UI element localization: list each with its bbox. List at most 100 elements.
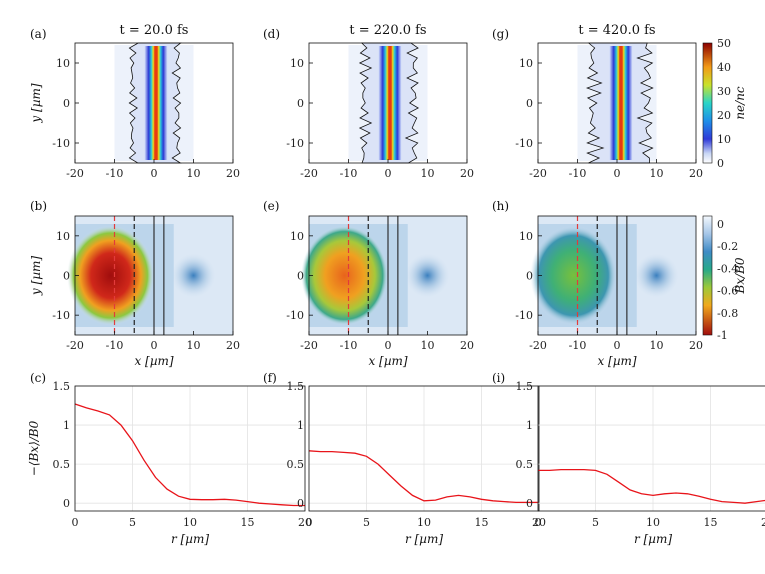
series-line [308, 450, 539, 504]
y-tick-label: 0 [63, 97, 70, 110]
field-map [530, 215, 697, 336]
x-tick-label: 10 [650, 167, 664, 180]
colorbar-tick: 0 [717, 218, 724, 231]
colorbar-tick: -1 [717, 329, 728, 342]
colorbar-tick: -0.4 [717, 262, 738, 275]
y-axis-label: −⟨Bx⟩/B0 [27, 420, 41, 476]
colorbar-density: 0 10 20 30 40 50 [702, 37, 731, 170]
x-tick-label: 15 [475, 516, 489, 529]
density-map [308, 42, 468, 164]
x-axis-label: r [µm] [171, 532, 209, 546]
x-tick-label: -10 [106, 167, 124, 180]
colorbar-tick: 0 [717, 157, 724, 170]
colorbar-gradient [702, 215, 713, 336]
x-tick-label: -10 [106, 339, 124, 352]
colorbar-tick: -0.2 [717, 240, 738, 253]
y-tick-label: 0 [63, 270, 70, 283]
panel-letter: (f) [263, 371, 277, 385]
field-spot [405, 253, 450, 298]
panel-letter: (g) [492, 27, 509, 41]
y-tick-label: -10 [515, 309, 533, 322]
colorbar-tick: 40 [717, 61, 731, 74]
x-tick-label: 10 [187, 339, 201, 352]
y-tick-label: 1.5 [516, 380, 534, 393]
density-map [74, 42, 234, 164]
y-tick-label: 10 [56, 57, 70, 70]
x-tick-label: 10 [650, 339, 664, 352]
x-tick-label: 0 [385, 339, 392, 352]
y-tick-label: 0 [63, 497, 70, 510]
y-tick-label: -10 [52, 137, 70, 150]
x-tick-label: -10 [569, 167, 587, 180]
field-map [67, 215, 234, 336]
panel-letter: (e) [263, 199, 279, 213]
colorbar-tick: 20 [717, 109, 731, 122]
x-tick-label: 20 [460, 339, 474, 352]
y-tick-label: 0 [297, 497, 304, 510]
y-tick-label: 10 [290, 230, 304, 243]
x-tick-label: 10 [417, 516, 431, 529]
x-tick-label: 20 [298, 516, 312, 529]
colorbar-label: ne/nc [733, 86, 747, 120]
colorbar-tick: 50 [717, 37, 731, 50]
density-map [537, 42, 697, 164]
x-tick-label: 20 [689, 167, 703, 180]
colorbar-tick: -0.6 [717, 285, 738, 298]
x-axis-label: r [µm] [405, 532, 443, 546]
y-tick-label: 1 [526, 419, 533, 432]
panel-letter: (c) [30, 371, 46, 385]
panel-letter: (b) [30, 199, 47, 213]
y-tick-label: 0.5 [516, 458, 534, 471]
panel-title: t = 220.0 fs [349, 23, 426, 38]
x-tick-label: 5 [129, 516, 136, 529]
panel-title: t = 420.0 fs [578, 23, 655, 38]
y-tick-label: 0 [526, 97, 533, 110]
x-tick-label: 0 [306, 516, 313, 529]
x-tick-label: -20 [66, 339, 84, 352]
panel-letter: (d) [263, 27, 280, 41]
y-tick-label: 1.5 [287, 380, 305, 393]
axes-frame [74, 385, 306, 512]
x-axis-label: x [µm] [134, 354, 173, 368]
colorbar-field: 0 -0.2 -0.4 -0.6 -0.8 -1 [702, 215, 738, 342]
colorbar-tick: 30 [717, 85, 731, 98]
y-tick-label: -10 [286, 137, 304, 150]
panel-title: t = 20.0 fs [120, 23, 189, 38]
x-tick-label: 10 [421, 167, 435, 180]
y-tick-label: 10 [519, 57, 533, 70]
x-tick-label: 0 [151, 339, 158, 352]
x-tick-label: -20 [66, 167, 84, 180]
y-tick-label: -10 [515, 137, 533, 150]
field-blob [67, 225, 154, 326]
y-tick-label: 0 [297, 270, 304, 283]
series-line [74, 403, 305, 507]
y-tick-label: -10 [52, 309, 70, 322]
x-tick-label: 20 [460, 167, 474, 180]
y-tick-label: 1.5 [53, 380, 71, 393]
y-tick-label: 1 [297, 419, 304, 432]
field-blob [301, 225, 388, 326]
x-tick-label: 10 [421, 339, 435, 352]
x-tick-label: 10 [646, 516, 660, 529]
y-tick-label: 0.5 [53, 458, 71, 471]
y-tick-label: 0 [297, 97, 304, 110]
colorbar-tick: -0.8 [717, 307, 738, 320]
x-tick-label: 5 [363, 516, 370, 529]
x-tick-label: -20 [300, 167, 318, 180]
field-spot [171, 253, 216, 298]
x-tick-label: 0 [614, 167, 621, 180]
axes-frame [308, 385, 540, 512]
target-slab [144, 46, 168, 160]
x-tick-label: 0 [535, 516, 542, 529]
x-tick-label: -10 [569, 339, 587, 352]
colorbar-gradient [702, 42, 713, 164]
x-tick-label: 0 [151, 167, 158, 180]
y-tick-label: 10 [56, 230, 70, 243]
x-tick-label: -20 [529, 339, 547, 352]
axes-frame [537, 385, 765, 512]
y-axis-label: y [µm] [29, 83, 43, 123]
target-slab [378, 46, 402, 160]
